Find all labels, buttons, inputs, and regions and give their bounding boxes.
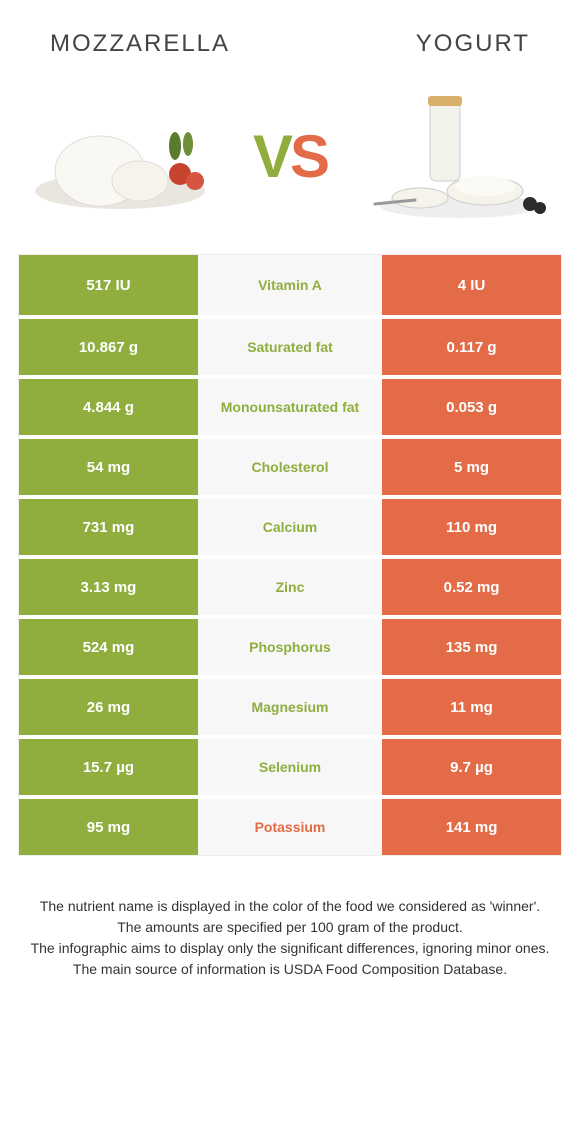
table-row: 10.867 gSaturated fat0.117 g <box>19 315 561 375</box>
table-row: 517 IUVitamin A4 IU <box>19 255 561 315</box>
right-value: 5 mg <box>382 439 561 495</box>
right-value: 0.053 g <box>382 379 561 435</box>
nutrient-name: Cholesterol <box>198 439 382 495</box>
right-value: 0.117 g <box>382 319 561 375</box>
table-row: 4.844 gMonounsaturated fat0.053 g <box>19 375 561 435</box>
nutrient-name: Calcium <box>198 499 382 555</box>
nutrient-name: Selenium <box>198 739 382 795</box>
nutrient-name: Phosphorus <box>198 619 382 675</box>
right-value: 135 mg <box>382 619 561 675</box>
nutrition-table: 517 IUVitamin A4 IU10.867 gSaturated fat… <box>18 254 562 856</box>
header: Mozzarella Yogurt <box>0 0 580 76</box>
right-food-title: Yogurt <box>416 30 530 58</box>
table-row: 26 mgMagnesium11 mg <box>19 675 561 735</box>
right-value: 110 mg <box>382 499 561 555</box>
images-row: VS <box>0 76 580 254</box>
right-value: 9.7 µg <box>382 739 561 795</box>
left-value: 54 mg <box>19 439 198 495</box>
footer-line-2: The amounts are specified per 100 gram o… <box>28 917 552 938</box>
left-value: 15.7 µg <box>19 739 198 795</box>
table-row: 524 mgPhosphorus135 mg <box>19 615 561 675</box>
right-value: 11 mg <box>382 679 561 735</box>
left-value: 3.13 mg <box>19 559 198 615</box>
mozzarella-image <box>30 86 220 226</box>
nutrient-name: Vitamin A <box>198 255 382 315</box>
nutrient-name: Magnesium <box>198 679 382 735</box>
vs-v-letter: V <box>253 123 290 190</box>
left-food-title: Mozzarella <box>50 30 230 58</box>
table-row: 15.7 µgSelenium9.7 µg <box>19 735 561 795</box>
vs-s-letter: S <box>290 123 327 190</box>
right-value: 141 mg <box>382 799 561 855</box>
table-row: 731 mgCalcium110 mg <box>19 495 561 555</box>
table-row: 95 mgPotassium141 mg <box>19 795 561 855</box>
vs-badge: VS <box>253 122 327 191</box>
left-value: 4.844 g <box>19 379 198 435</box>
footer-line-4: The main source of information is USDA F… <box>28 959 552 980</box>
table-row: 54 mgCholesterol5 mg <box>19 435 561 495</box>
left-value: 517 IU <box>19 255 198 315</box>
footer-line-3: The infographic aims to display only the… <box>28 938 552 959</box>
left-value: 731 mg <box>19 499 198 555</box>
nutrient-name: Zinc <box>198 559 382 615</box>
footer-line-1: The nutrient name is displayed in the co… <box>28 896 552 917</box>
nutrient-name: Saturated fat <box>198 319 382 375</box>
left-value: 95 mg <box>19 799 198 855</box>
nutrient-name: Monounsaturated fat <box>198 379 382 435</box>
nutrient-name: Potassium <box>198 799 382 855</box>
right-value: 4 IU <box>382 255 561 315</box>
table-row: 3.13 mgZinc0.52 mg <box>19 555 561 615</box>
right-value: 0.52 mg <box>382 559 561 615</box>
footer-notes: The nutrient name is displayed in the co… <box>0 856 580 1000</box>
left-value: 26 mg <box>19 679 198 735</box>
left-value: 10.867 g <box>19 319 198 375</box>
yogurt-image <box>360 86 550 226</box>
left-value: 524 mg <box>19 619 198 675</box>
